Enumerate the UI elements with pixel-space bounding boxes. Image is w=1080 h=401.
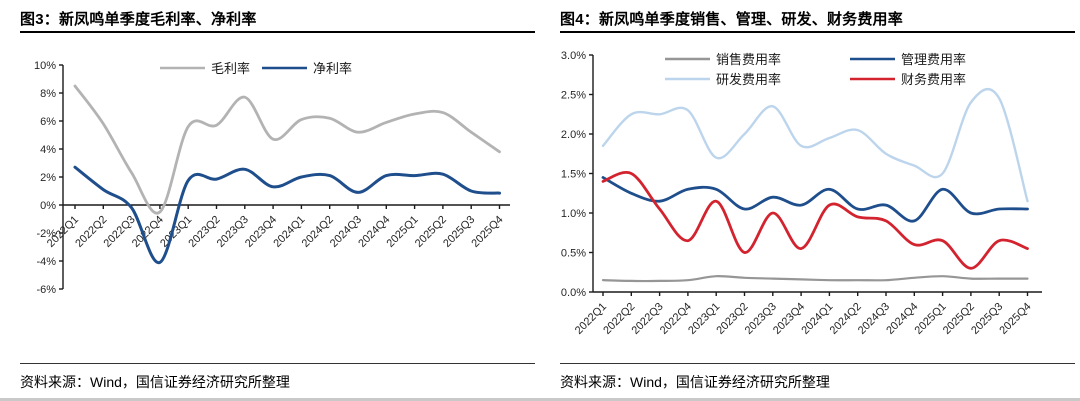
axes bbox=[589, 54, 1042, 296]
y-tick-label: 8% bbox=[40, 88, 56, 100]
x-tick-label: 2025Q4 bbox=[997, 301, 1033, 337]
y-tick-label: -2% bbox=[36, 228, 56, 240]
y-tick-label: 0.5% bbox=[561, 248, 586, 260]
y-tick-label: 10% bbox=[34, 60, 56, 72]
title-underline bbox=[20, 31, 535, 33]
margin-line-chart: 10%8%6%4%2%0%-2%-4%-6%2022Q12022Q22022Q3… bbox=[34, 60, 510, 296]
y-tick-label: 0% bbox=[40, 200, 56, 212]
legend-item: 研发费用率 bbox=[665, 72, 781, 87]
legend-label: 净利率 bbox=[313, 61, 352, 76]
figure-panel-4: 图4：新凤鸣单季度销售、管理、研发、财务费用率 3.0% 2.5% 2.0% 1.5%… bbox=[540, 0, 1080, 401]
figure-panel-3: 图3：新凤鸣单季度毛利率、净利率 10% 8% 6% 4% 2% 0% -2% -4% -6% 2… bbox=[20, 11, 535, 390]
series-line-0 bbox=[601, 275, 1029, 283]
y-tick-label: 0.0% bbox=[561, 287, 586, 299]
series-line-1 bbox=[601, 176, 1029, 223]
legend-item: 财务费用率 bbox=[850, 72, 966, 87]
source-divider bbox=[560, 363, 1075, 364]
y-tick-label: 1.5% bbox=[561, 169, 586, 181]
y-tick-label: -4% bbox=[36, 256, 56, 268]
y-tick-label: 4% bbox=[40, 144, 56, 156]
legend-label: 毛利率 bbox=[211, 61, 250, 76]
y-tick-label: 6% bbox=[40, 116, 56, 128]
series-line-2 bbox=[601, 87, 1029, 203]
source-divider bbox=[20, 363, 535, 364]
legend-item: 销售费用率 bbox=[665, 52, 781, 67]
legend-label: 管理费用率 bbox=[901, 52, 966, 67]
y-tick-label: -6% bbox=[36, 284, 56, 296]
legend-label: 财务费用率 bbox=[901, 72, 966, 87]
y-tick-label: 2.5% bbox=[561, 90, 586, 102]
series-line-3 bbox=[601, 171, 1029, 270]
legend-item: 管理费用率 bbox=[850, 52, 966, 67]
legend-label: 研发费用率 bbox=[716, 72, 781, 87]
y-tick-label: 2% bbox=[40, 172, 56, 184]
axes bbox=[59, 64, 510, 290]
bottom-divider bbox=[0, 398, 1080, 401]
legend-item: 净利率 bbox=[262, 61, 352, 76]
y-tick-label: 2.0% bbox=[561, 129, 586, 141]
source-note: 资料来源：Wind，国信证券经济研究所整理 bbox=[560, 374, 830, 390]
series-line-1 bbox=[73, 165, 501, 264]
figure-title: 图4：新凤鸣单季度销售、管理、研发、财务费用率 bbox=[560, 11, 903, 28]
source-note: 资料来源：Wind，国信证券经济研究所整理 bbox=[20, 374, 290, 390]
title-underline bbox=[560, 31, 1075, 33]
expense-ratio-line-chart: 3.0%2.5%2.0%1.5%1.0%0.5%0.0%2022Q12022Q2… bbox=[561, 50, 1042, 337]
x-tick-label: 2025Q4 bbox=[469, 214, 505, 250]
figure-title: 图3：新凤鸣单季度毛利率、净利率 bbox=[20, 11, 257, 28]
y-tick-label: 1.0% bbox=[561, 208, 586, 220]
legend-item: 毛利率 bbox=[160, 61, 250, 76]
y-tick-label: 3.0% bbox=[561, 50, 586, 62]
legend-label: 销售费用率 bbox=[716, 52, 781, 67]
series-line-0 bbox=[73, 84, 501, 215]
